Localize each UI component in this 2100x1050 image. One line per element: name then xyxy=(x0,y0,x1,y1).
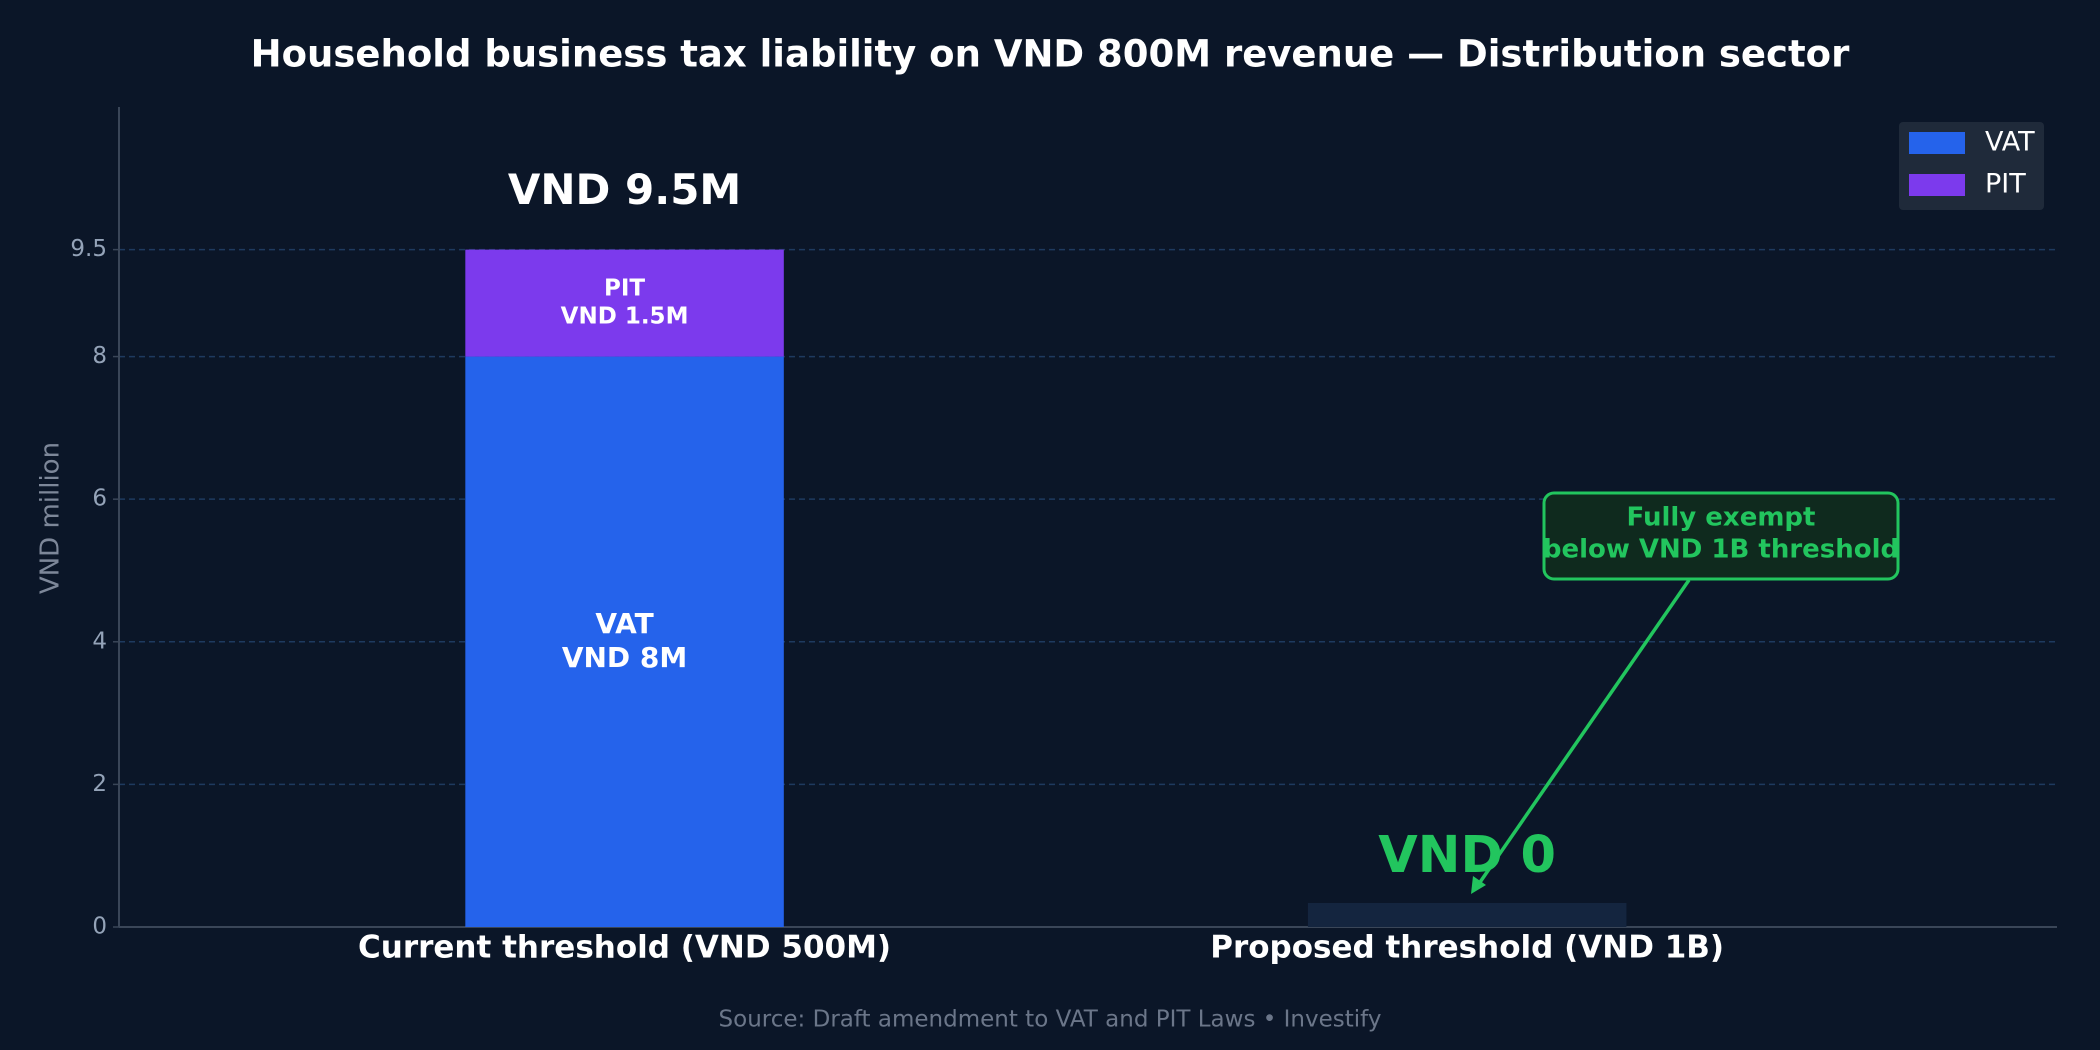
empty-bar xyxy=(1307,903,1627,927)
arrow-head xyxy=(1471,876,1486,894)
legend-label: VAT xyxy=(1985,127,2035,158)
legend: VAT PIT xyxy=(1899,122,2044,210)
x-tick-label: Current threshold (VND 500M) xyxy=(358,930,891,966)
chart-title: Household business tax liability on VND … xyxy=(251,33,1850,76)
bar-segment xyxy=(465,249,784,357)
y-tick-label: 2 xyxy=(92,771,107,797)
y-tick-label: 8 xyxy=(92,343,107,369)
x-tick-label: Proposed threshold (VND 1B) xyxy=(1210,930,1724,966)
y-tick-label: 4 xyxy=(92,628,107,654)
annotation-text: below VND 1B threshold xyxy=(1543,535,1899,565)
source: Source: Draft amendment to VAT and PIT L… xyxy=(719,1007,1382,1033)
annotation-box xyxy=(1542,491,1900,581)
legend-swatch xyxy=(1909,174,1965,196)
annotation-text: Fully exempt xyxy=(1627,503,1816,533)
segment-name: VAT xyxy=(595,607,653,640)
segment-value: VND 1.5M xyxy=(561,304,689,330)
segment-value: VND 8M xyxy=(562,641,687,674)
total-label: VND 0 xyxy=(1378,826,1556,885)
annotation-arrow xyxy=(1474,579,1691,889)
y-tick-label: 9.5 xyxy=(70,236,107,262)
segment-name: PIT xyxy=(604,276,645,302)
total-label: VND 9.5M xyxy=(508,165,741,214)
y-axis-label: VND million xyxy=(36,442,66,594)
y-tick-label: 6 xyxy=(92,486,107,512)
bar-segment xyxy=(465,356,784,928)
y-tick-label: 0 xyxy=(92,914,107,940)
legend-swatch xyxy=(1909,132,1965,154)
legend-label: PIT xyxy=(1985,169,2026,200)
